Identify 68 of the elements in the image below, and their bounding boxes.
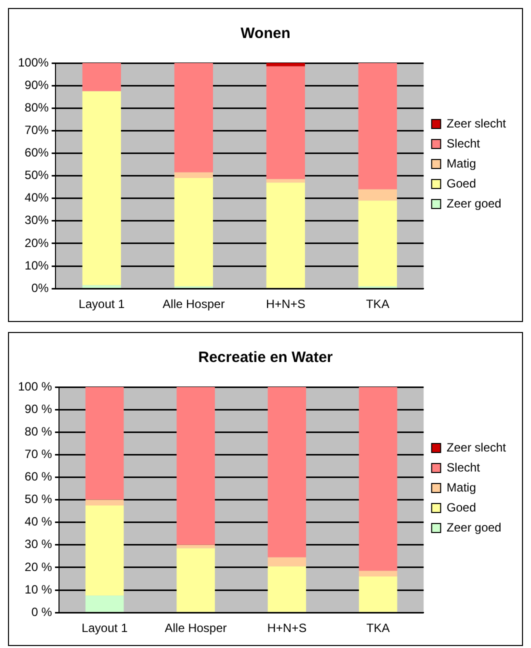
legend-label: Zeer slecht	[446, 116, 507, 130]
y-tick-label: 20 %	[24, 560, 52, 574]
legend-label: Matig	[446, 156, 476, 170]
bar	[176, 387, 215, 545]
bar	[266, 182, 305, 288]
bar	[174, 178, 213, 286]
y-tick-label: 60%	[24, 146, 50, 160]
bar	[85, 500, 124, 506]
y-tick-label: 60 %	[24, 470, 52, 484]
bar	[358, 570, 398, 577]
bar	[266, 179, 305, 183]
legend-label: Slecht	[446, 136, 481, 150]
x-tick-label: H+N+S	[266, 297, 306, 312]
x-tick-label: Alle Hosper	[162, 297, 225, 312]
bar	[174, 172, 213, 178]
y-tick-label: 70%	[24, 122, 50, 137]
y-tick-label: 50 %	[24, 492, 52, 506]
x-tick-label: Alle Hosper	[164, 621, 227, 636]
x-tick-label: TKA	[366, 621, 390, 636]
legend-label: Zeer slecht	[446, 440, 507, 454]
y-tick-label: 40%	[24, 190, 50, 205]
y-tick-label: 90 %	[24, 402, 52, 416]
legend-label: Slecht	[446, 460, 481, 474]
y-tick-label: 70 %	[24, 446, 52, 461]
bar	[268, 387, 306, 558]
bar	[358, 200, 397, 286]
y-tick-label: 100%	[18, 55, 50, 70]
y-tick-label: 30%	[24, 213, 50, 228]
bar	[176, 548, 215, 612]
y-tick-label: 10 %	[24, 582, 52, 596]
y-tick-label: 10%	[24, 258, 50, 272]
y-tick-label: 80%	[24, 100, 50, 114]
bar	[176, 544, 215, 548]
y-tick-label: 30 %	[24, 537, 52, 552]
x-tick-label: H+N+S	[267, 621, 307, 636]
bar	[85, 505, 124, 596]
bar	[358, 63, 397, 190]
y-tick-label: 20%	[24, 236, 50, 250]
x-tick-label: TKA	[366, 297, 390, 312]
bar	[174, 63, 213, 172]
y-tick-label: 50%	[24, 168, 50, 182]
x-tick-label: Layout 1	[78, 297, 126, 312]
y-tick-label: 90%	[24, 78, 50, 92]
bar	[266, 66, 305, 180]
legend-label: Matig	[446, 480, 476, 494]
bar	[82, 91, 122, 286]
y-tick-label: 100 %	[18, 379, 52, 394]
legend-label: Zeer goed	[446, 520, 502, 534]
bar	[358, 576, 398, 612]
y-tick-label: 0 %	[31, 604, 52, 619]
bar	[268, 557, 306, 566]
chart-title: Wonen	[240, 25, 290, 42]
legend-label: Zeer goed	[446, 196, 502, 210]
chart-title: Recreatie en Water	[198, 349, 333, 366]
y-tick-label: 80 %	[24, 424, 52, 438]
bar	[268, 566, 306, 612]
legend-label: Goed	[446, 176, 476, 190]
legend-label: Goed	[446, 500, 476, 514]
y-tick-label: 0%	[31, 280, 50, 295]
bar	[358, 189, 397, 201]
bar	[82, 285, 122, 288]
bar	[266, 63, 305, 66]
bar	[85, 387, 124, 500]
x-tick-label: Layout 1	[82, 621, 128, 636]
y-tick-label: 40 %	[24, 514, 52, 529]
bar	[82, 63, 122, 92]
bar	[358, 387, 398, 571]
bar	[85, 596, 124, 612]
